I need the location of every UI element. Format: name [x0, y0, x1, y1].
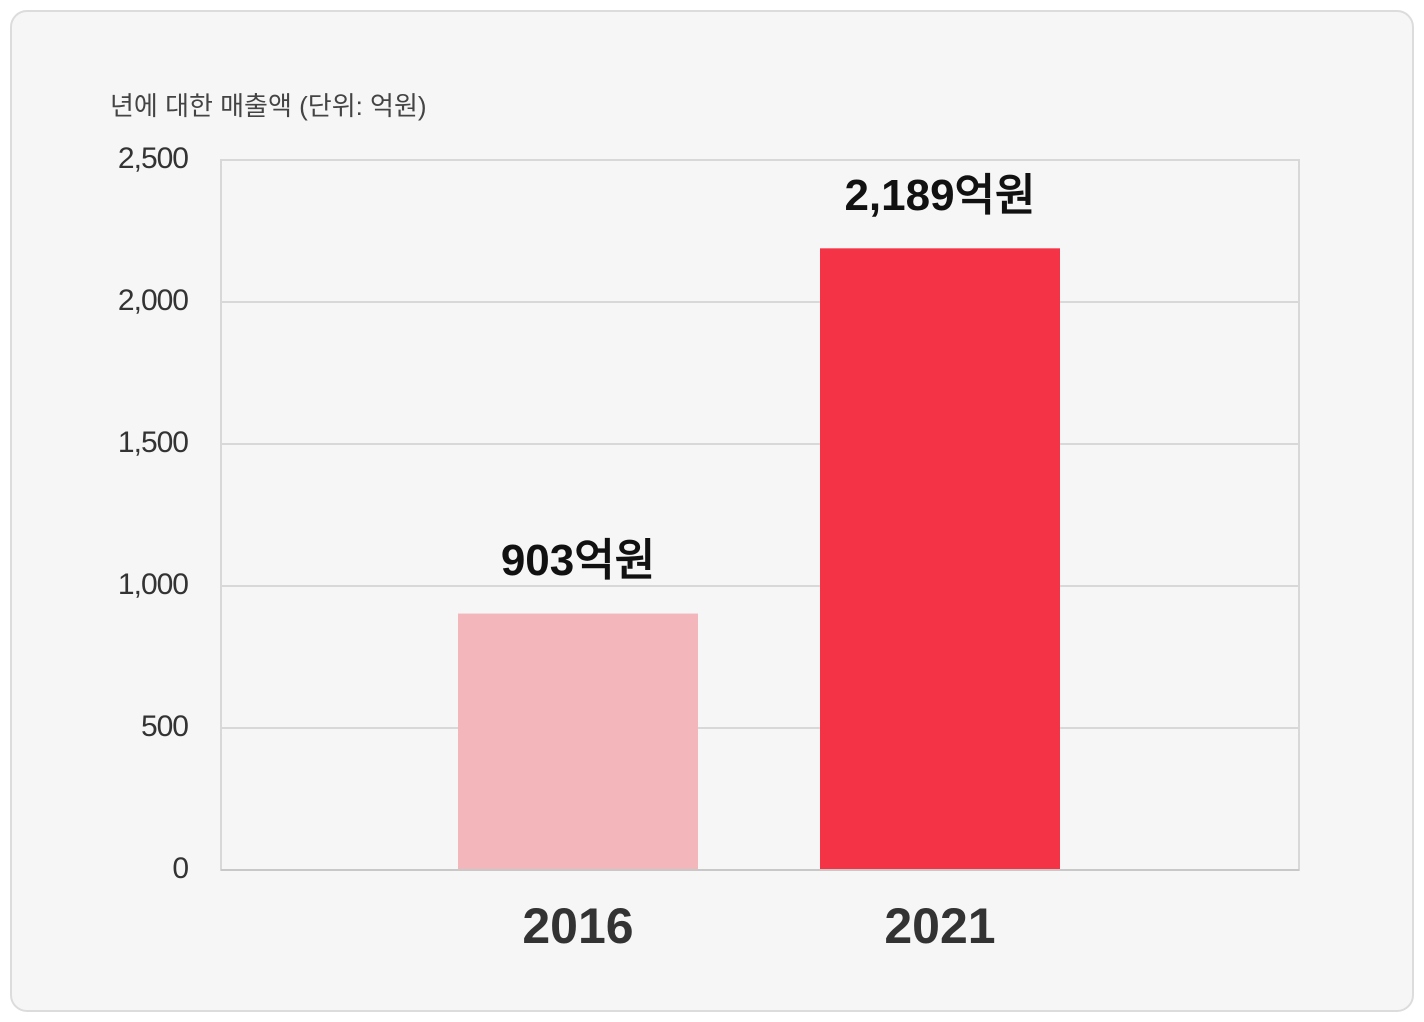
y-tick-label: 2,500	[118, 142, 188, 175]
value-label: 2,189억원	[844, 171, 1035, 220]
y-tick-label: 1,000	[118, 568, 188, 601]
bar	[458, 613, 698, 870]
x-tick-label: 2021	[884, 898, 995, 954]
chart-title: 년에 대한 매출액 (단위: 억원)	[110, 91, 427, 121]
y-tick-label: 0	[172, 852, 188, 885]
y-tick-label: 2,000	[118, 284, 188, 317]
x-tick-label: 2016	[522, 898, 633, 954]
value-label: 903억원	[501, 536, 655, 585]
card	[10, 10, 1414, 1012]
y-tick-label: 1,500	[118, 426, 188, 459]
bar	[820, 248, 1060, 871]
y-tick-label: 500	[141, 710, 188, 743]
